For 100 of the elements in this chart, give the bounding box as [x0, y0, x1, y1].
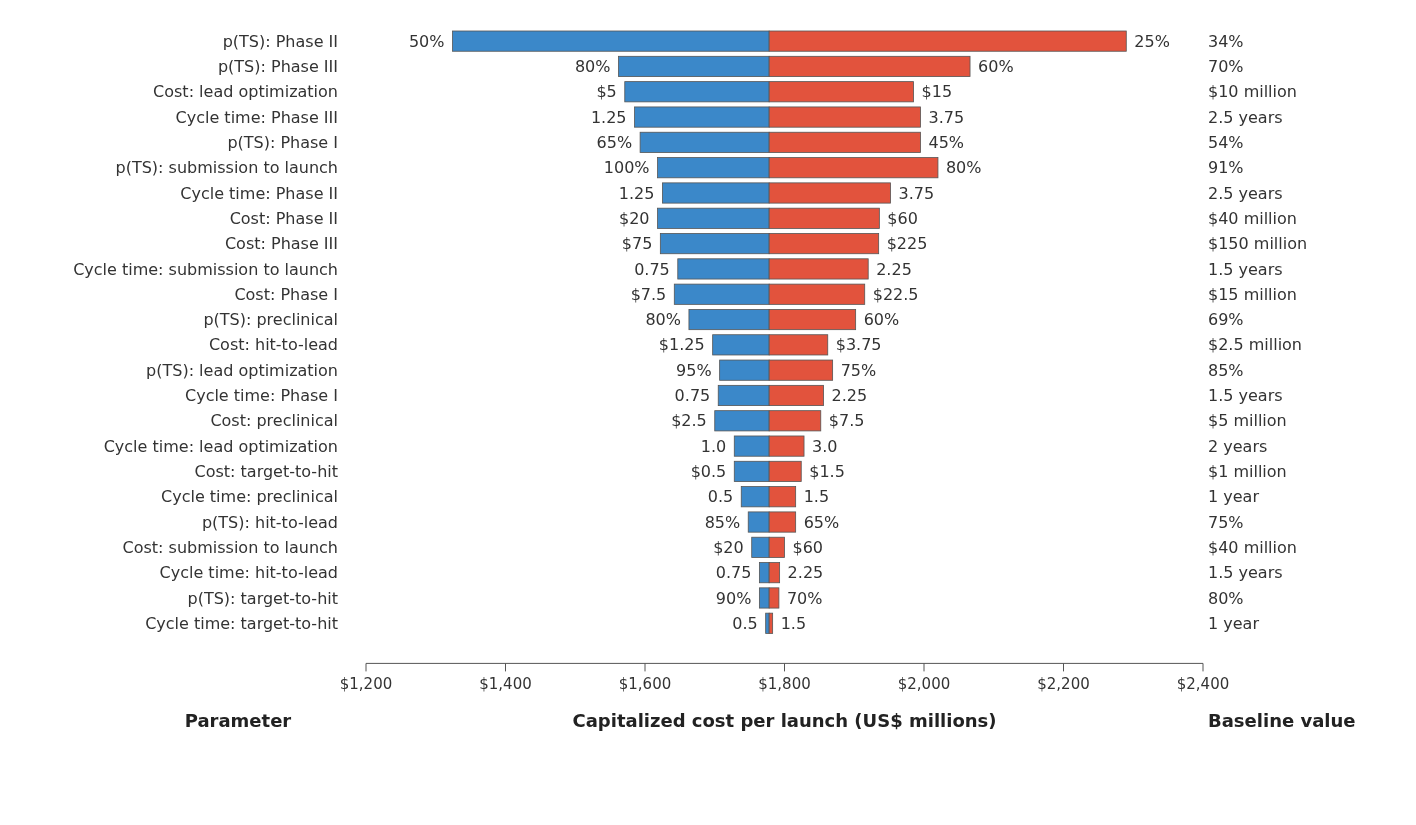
y-tick-label: Cycle time: preclinical	[161, 487, 338, 507]
y-tick-label: Cost: Phase I	[234, 284, 338, 304]
y2-tick-label: 54%	[1208, 132, 1244, 152]
y-tick-label: p(TS): lead optimization	[146, 360, 338, 380]
annotation: 80%	[574, 57, 611, 77]
y-tick-label: Cycle time: hit-to-lead	[159, 563, 338, 583]
y-tick-label: p(TS): Phase I	[227, 132, 338, 152]
annotation: $2.5	[671, 411, 707, 431]
annotation: 65%	[596, 132, 633, 152]
annotation: 50%	[408, 31, 445, 51]
y2-tick-label: 2.5 years	[1208, 183, 1283, 203]
y2-tick-label: 1.5 years	[1208, 563, 1283, 583]
y-tick-label: p(TS): hit-to-lead	[201, 512, 338, 532]
annotation: $20	[713, 537, 744, 557]
annotation: 75%	[840, 360, 877, 380]
y-tick-label: p(TS): preclinical	[203, 310, 338, 330]
y2-tick-label: $40 million	[1208, 208, 1297, 228]
annotation: 90%	[715, 588, 752, 608]
x-tick-label: $1,800	[758, 675, 811, 694]
annotation: 0.75	[715, 563, 752, 583]
y-tick-label: Cost: Phase III	[224, 234, 338, 254]
annotation: $22.5	[872, 284, 919, 304]
annotation: $1.25	[658, 335, 705, 355]
annotation: 1.25	[618, 183, 655, 203]
y-tick-label: Cost: Phase II	[229, 208, 338, 228]
x-tick-label: $1,600	[618, 675, 672, 694]
annotation: 1.5	[803, 487, 830, 507]
annotation: $0.5	[690, 462, 727, 482]
y-tick-label: Cycle time: Phase I	[184, 386, 338, 406]
y-tick-label: Cost: submission to launch	[122, 537, 338, 557]
annotation: $7.5	[630, 284, 667, 304]
y2-tick-label: 1 year	[1208, 487, 1260, 507]
x-tick-label: $2,000	[897, 675, 951, 694]
y-tick-label: Cycle time: submission to launch	[73, 259, 338, 279]
y2-tick-label: $40 million	[1208, 537, 1297, 557]
y2-tick-label: 91%	[1208, 158, 1244, 178]
bar	[768, 612, 774, 634]
y2-tick-label: 85%	[1208, 360, 1244, 380]
y-tick-label: Cycle time: target-to-hit	[145, 613, 338, 633]
annotation: 0.5	[732, 613, 758, 633]
y-tick-label: Cost: target-to-hit	[194, 462, 338, 482]
annotation: $1.5	[809, 462, 845, 482]
y2-tick-label: 70%	[1208, 57, 1244, 77]
annotation: $225	[886, 234, 928, 254]
y-tick-label: p(TS): Phase II	[222, 31, 338, 51]
annotation: $15	[921, 82, 953, 102]
annotation: 0.5	[707, 487, 734, 507]
y-tick-label: p(TS): target-to-hit	[187, 588, 338, 608]
y2-tick-label: 75%	[1208, 512, 1244, 532]
y2-tick-label: 2 years	[1208, 436, 1268, 456]
annotation: 0.75	[634, 259, 670, 279]
annotation: 2.25	[787, 563, 824, 583]
annotation: 3.75	[898, 183, 935, 203]
x-tick-label: $2,200	[1037, 675, 1090, 694]
y-tick-label: Cycle time: Phase III	[175, 107, 338, 127]
annotation: 45%	[928, 132, 965, 152]
annotation: 1.25	[590, 107, 627, 127]
y2-tick-label: 80%	[1208, 588, 1244, 608]
y2-tick-label: $15 million	[1208, 284, 1297, 304]
annotation: 0.75	[674, 386, 711, 406]
y2-tick-label: $1 million	[1208, 462, 1287, 482]
y2-tick-label: $10 million	[1208, 82, 1297, 102]
y2-tick-label: 2.5 years	[1208, 107, 1283, 127]
annotation: 70%	[786, 588, 823, 608]
y-axis-title: Parameter	[184, 710, 292, 732]
annotation: 60%	[978, 57, 1014, 77]
annotation: 80%	[945, 158, 982, 178]
annotation: 3.0	[812, 436, 838, 456]
annotation: 1.5	[780, 613, 807, 633]
y2-tick-label: 34%	[1208, 31, 1244, 51]
annotation: $20	[619, 208, 650, 228]
y2-tick-label: $150 million	[1208, 234, 1308, 254]
x-tick-label: $2,400	[1176, 675, 1230, 694]
x-tick-label: $1,400	[479, 675, 532, 694]
y2-tick-label: 69%	[1208, 310, 1244, 330]
annotation: 80%	[645, 310, 681, 330]
annotation: 100%	[603, 158, 650, 178]
y-tick-label: p(TS): submission to launch	[115, 158, 338, 178]
y-tick-label: p(TS): Phase III	[217, 57, 338, 77]
annotation: 65%	[803, 512, 840, 532]
y2-tick-label: $5 million	[1208, 411, 1287, 431]
annotation: 25%	[1134, 31, 1170, 51]
annotation: $60	[792, 537, 824, 557]
y-tick-label: Cost: lead optimization	[153, 82, 338, 102]
annotation: 2.25	[876, 259, 912, 279]
y2-tick-label: 1 year	[1208, 613, 1260, 633]
y2-tick-label: 1.5 years	[1208, 259, 1283, 279]
annotation: $7.5	[828, 411, 865, 431]
annotation: 60%	[863, 310, 900, 330]
y2-tick-label: $2.5 million	[1208, 335, 1303, 355]
annotation: $75	[621, 234, 653, 254]
annotation: $3.75	[835, 335, 882, 355]
y2-tick-label: 1.5 years	[1208, 386, 1283, 406]
x-tick-label: $1,200	[339, 675, 393, 694]
annotation: 2.25	[831, 386, 868, 406]
y-tick-label: Cycle time: lead optimization	[103, 436, 338, 456]
annotation: 85%	[704, 512, 741, 532]
annotation: 95%	[676, 360, 712, 380]
y-tick-label: Cost: preclinical	[210, 411, 338, 431]
annotation: $60	[887, 208, 918, 228]
